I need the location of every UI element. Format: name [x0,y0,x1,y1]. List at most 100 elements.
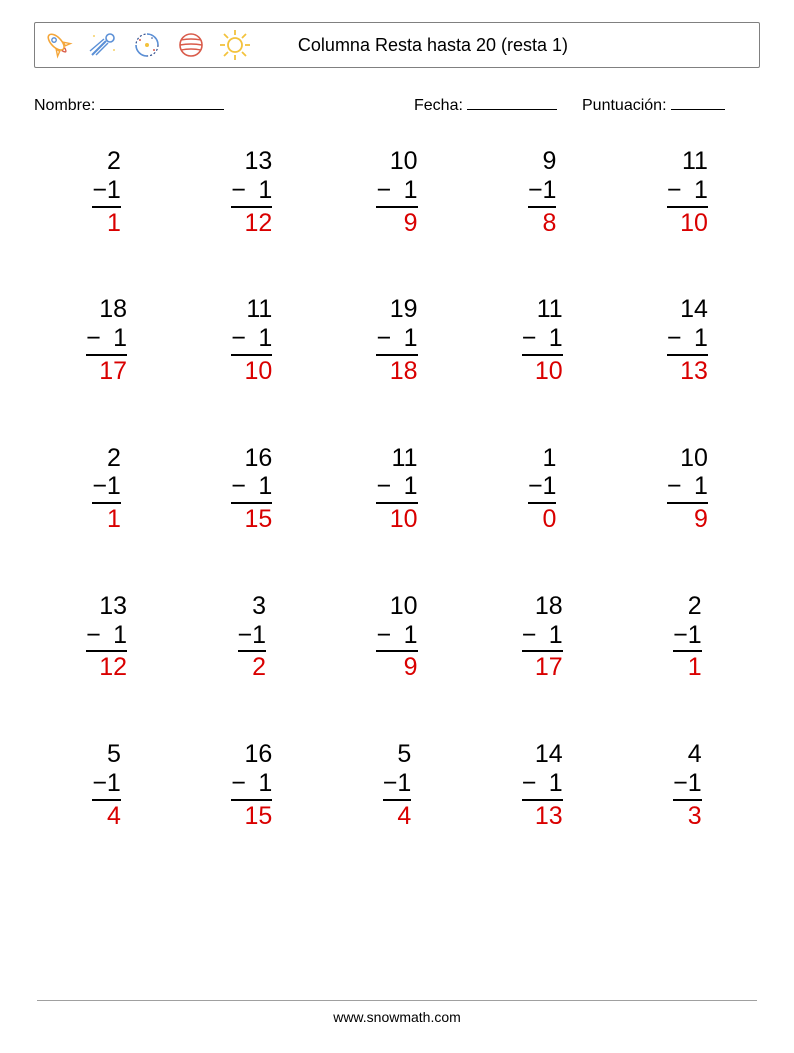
minuend: 14 [522,740,563,769]
problem: 4−13 [615,740,760,830]
footer-url: www.snowmath.com [333,1009,461,1025]
problem: 2−11 [34,444,179,534]
answer: 13 [522,801,563,831]
comet-icon [85,27,121,63]
answer: 10 [376,504,417,534]
minuend: 10 [667,444,708,473]
name-label: Nombre: [34,97,95,114]
subtrahend-line: − 1 [86,324,127,356]
problem: 16− 115 [179,740,324,830]
answer: 15 [231,504,272,534]
planet-icon [173,27,209,63]
minuend: 19 [376,295,417,324]
answer: 9 [376,208,417,238]
answer: 3 [673,801,702,831]
problem: 1−10 [470,444,615,534]
subtrahend-line: − 1 [376,621,417,653]
answer: 12 [86,652,127,682]
minuend: 2 [92,147,121,176]
subtrahend-line: − 1 [376,176,417,208]
problem: 3−12 [179,592,324,682]
answer: 1 [92,208,121,238]
subtrahend-line: − 1 [667,176,708,208]
problem: 2−11 [615,592,760,682]
answer: 9 [376,652,417,682]
subtrahend-line: − 1 [522,769,563,801]
subtrahend-line: −1 [238,621,267,653]
worksheet-title: Columna Resta hasta 20 (resta 1) [253,35,753,56]
minuend: 14 [667,295,708,324]
answer: 10 [667,208,708,238]
answer: 1 [92,504,121,534]
date-label: Fecha: [414,97,463,114]
problem: 14− 113 [470,740,615,830]
galaxy-icon [129,27,165,63]
minuend: 1 [528,444,557,473]
problems-grid: 2−1113− 11210− 199−1811− 11018− 11711− 1… [34,143,760,830]
problem: 10− 19 [615,444,760,534]
answer: 2 [238,652,267,682]
minuend: 11 [522,295,563,324]
minuend: 9 [528,147,557,176]
problem: 14− 113 [615,295,760,385]
answer: 12 [231,208,272,238]
subtrahend-line: −1 [92,176,121,208]
problem: 11− 110 [324,444,469,534]
answer: 0 [528,504,557,534]
minuend: 11 [231,295,272,324]
problem: 5−14 [34,740,179,830]
minuend: 4 [673,740,702,769]
answer: 10 [522,356,563,386]
minuend: 11 [376,444,417,473]
subtrahend-line: −1 [528,176,557,208]
header-icons [41,27,253,63]
subtrahend-line: − 1 [376,324,417,356]
answer: 8 [528,208,557,238]
date-blank[interactable] [467,96,557,110]
sun-icon [217,27,253,63]
rocket-icon [41,27,77,63]
minuend: 10 [376,147,417,176]
answer: 15 [231,801,272,831]
minuend: 16 [231,740,272,769]
subtrahend-line: − 1 [522,621,563,653]
problem: 19− 118 [324,295,469,385]
minuend: 2 [92,444,121,473]
subtrahend-line: −1 [383,769,412,801]
problem: 16− 115 [179,444,324,534]
subtrahend-line: − 1 [231,472,272,504]
minuend: 10 [376,592,417,621]
subtrahend-line: − 1 [522,324,563,356]
minuend: 11 [667,147,708,176]
answer: 1 [673,652,702,682]
subtrahend-line: − 1 [231,769,272,801]
problem: 18− 117 [470,592,615,682]
problem: 13− 112 [179,147,324,237]
answer: 4 [92,801,121,831]
problem: 9−18 [470,147,615,237]
problem: 5−14 [324,740,469,830]
subtrahend-line: − 1 [231,324,272,356]
subtrahend-line: − 1 [667,324,708,356]
problem: 18− 117 [34,295,179,385]
minuend: 13 [86,592,127,621]
subtrahend-line: − 1 [231,176,272,208]
answer: 17 [522,652,563,682]
score-label: Puntuación: [582,97,667,114]
meta-row: Nombre: Fecha: Puntuación: [34,96,760,115]
minuend: 13 [231,147,272,176]
answer: 9 [667,504,708,534]
answer: 4 [383,801,412,831]
score-blank[interactable] [671,96,725,110]
problem: 11− 110 [615,147,760,237]
problem: 13− 112 [34,592,179,682]
subtrahend-line: −1 [92,472,121,504]
answer: 18 [376,356,417,386]
minuend: 18 [522,592,563,621]
minuend: 5 [92,740,121,769]
name-blank[interactable] [100,96,224,110]
problem: 2−11 [34,147,179,237]
problem: 10− 19 [324,147,469,237]
minuend: 16 [231,444,272,473]
problem: 11− 110 [179,295,324,385]
